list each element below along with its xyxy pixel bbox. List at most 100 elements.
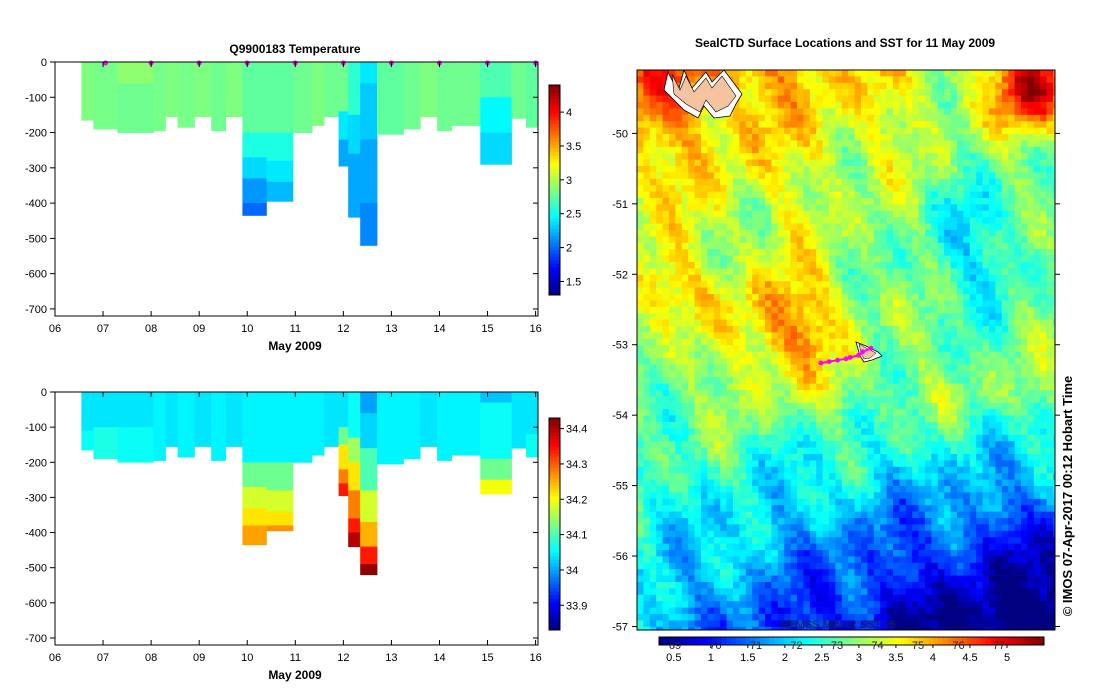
sst-cell bbox=[835, 82, 843, 90]
sst-cell bbox=[969, 383, 977, 391]
sst-cell bbox=[1021, 358, 1028, 365]
x-tick-label: 12 bbox=[337, 652, 349, 664]
sst-cell bbox=[758, 319, 766, 327]
sst-cell bbox=[816, 434, 823, 442]
sst-cell bbox=[861, 70, 868, 77]
sst-cell bbox=[758, 70, 766, 77]
colorbar-segment bbox=[549, 531, 560, 536]
sst-cell bbox=[995, 428, 1003, 436]
sst-cell bbox=[784, 409, 791, 416]
sst-cell bbox=[662, 185, 670, 192]
sst-cell bbox=[816, 159, 823, 167]
sst-cell bbox=[944, 370, 951, 378]
temp-profile-cell bbox=[266, 132, 294, 162]
sst-cell bbox=[886, 370, 894, 378]
sst-cell bbox=[976, 492, 983, 500]
sst-cell bbox=[848, 166, 855, 173]
sst-cell bbox=[880, 146, 887, 154]
sst-cell bbox=[957, 409, 964, 416]
sst-cell bbox=[918, 441, 926, 448]
sst-cell bbox=[822, 422, 830, 429]
sst-cell bbox=[797, 351, 804, 359]
sst-cell bbox=[969, 153, 977, 160]
sst-cell bbox=[925, 486, 932, 493]
sst-cell bbox=[1014, 70, 1022, 77]
sst-cell bbox=[745, 479, 753, 487]
sst-cell bbox=[950, 390, 958, 397]
sst-cell bbox=[771, 134, 779, 141]
sst-cell bbox=[931, 473, 939, 480]
sst-cell bbox=[701, 402, 708, 410]
sst-cell bbox=[1046, 300, 1054, 308]
sst-cell bbox=[681, 479, 689, 487]
sst-cell bbox=[1040, 262, 1047, 269]
sst-cell bbox=[925, 351, 932, 359]
sst-cell bbox=[637, 76, 644, 84]
sst-cell bbox=[976, 370, 983, 378]
sst-cell bbox=[982, 511, 990, 519]
temp-profile-cell bbox=[153, 62, 166, 132]
sst-cell bbox=[752, 473, 759, 480]
sst-cell bbox=[803, 76, 811, 84]
sst-cell bbox=[880, 281, 887, 288]
sst-cell bbox=[809, 505, 817, 512]
sst-cell bbox=[637, 511, 644, 519]
sst-cell bbox=[880, 306, 887, 314]
sal-profile-cell bbox=[266, 511, 294, 526]
sst-cell bbox=[816, 108, 823, 116]
sst-cell bbox=[893, 358, 900, 365]
sst-cell bbox=[944, 274, 951, 282]
sst-cell bbox=[841, 428, 849, 436]
sst-cell bbox=[848, 505, 855, 512]
sst-cell bbox=[637, 479, 644, 487]
sst-cell bbox=[899, 332, 907, 340]
sst-cell bbox=[777, 338, 785, 346]
sst-cell bbox=[675, 466, 683, 474]
sst-cell bbox=[803, 422, 811, 429]
sst-cell bbox=[675, 262, 683, 269]
sst-cell bbox=[848, 210, 855, 218]
sst-cell bbox=[745, 242, 753, 250]
sst-cell bbox=[1027, 441, 1035, 448]
sst-cell bbox=[1033, 358, 1041, 365]
sst-cell bbox=[944, 377, 951, 384]
sst-cell bbox=[912, 454, 919, 461]
sst-cell bbox=[957, 479, 964, 487]
sst-cell bbox=[777, 198, 785, 205]
sst-cell bbox=[752, 236, 759, 244]
sst-cell bbox=[662, 409, 670, 416]
sst-cell bbox=[662, 281, 670, 288]
sst-cell bbox=[861, 153, 868, 160]
sst-cell bbox=[1053, 415, 1055, 423]
sst-cell bbox=[797, 466, 804, 474]
sst-cell bbox=[784, 268, 791, 276]
colorbar-segment bbox=[549, 622, 560, 627]
sst-cell bbox=[809, 89, 817, 96]
sst-cell bbox=[957, 76, 964, 84]
sst-cell bbox=[867, 319, 875, 327]
sst-cell bbox=[720, 454, 727, 461]
sst-cell bbox=[694, 198, 702, 205]
sst-cell bbox=[899, 294, 907, 301]
sst-cell bbox=[969, 262, 977, 269]
sst-cell bbox=[649, 396, 657, 404]
sst-cell bbox=[777, 319, 785, 327]
sst-cell bbox=[1021, 70, 1028, 77]
sst-cell bbox=[995, 89, 1003, 96]
sst-cell bbox=[976, 114, 983, 122]
sst-cell bbox=[963, 153, 971, 160]
sst-cell bbox=[669, 364, 676, 372]
sst-cell bbox=[701, 498, 708, 506]
sst-cell bbox=[912, 326, 919, 333]
sst-cell bbox=[1014, 466, 1022, 474]
sst-cell bbox=[809, 511, 817, 519]
sst-cell bbox=[969, 294, 977, 301]
sst-cell bbox=[656, 274, 663, 282]
sst-cell bbox=[1001, 415, 1009, 423]
sst-cell bbox=[1027, 454, 1035, 461]
sst-cell bbox=[688, 249, 695, 256]
sst-cell bbox=[841, 134, 849, 141]
sst-cell bbox=[1033, 108, 1041, 116]
sst-cell bbox=[803, 114, 811, 122]
colorbar-segment bbox=[549, 162, 560, 166]
